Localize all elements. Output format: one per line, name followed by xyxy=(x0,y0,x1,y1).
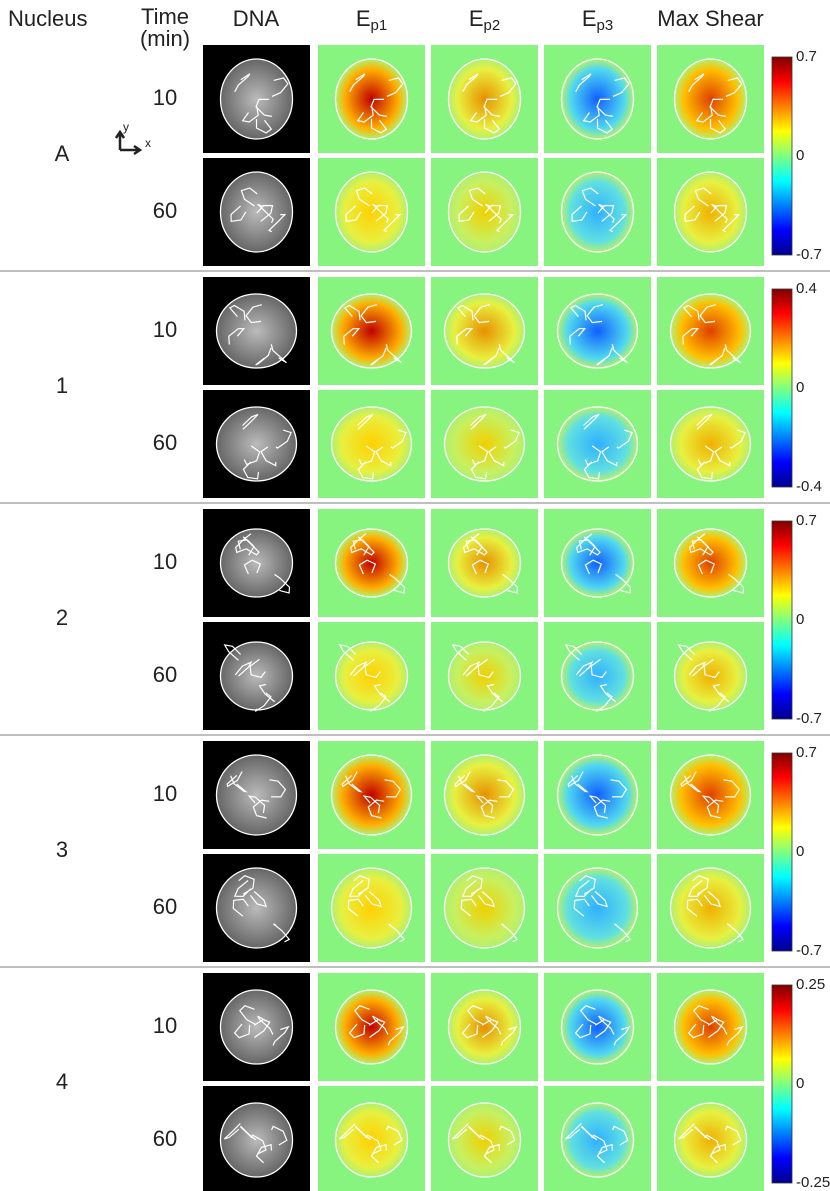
nucleus-label: 3 xyxy=(56,837,68,862)
column-sub: p2 xyxy=(484,17,501,34)
strain-blob xyxy=(332,294,412,368)
dna-nucleus xyxy=(217,294,297,368)
time-label: 60 xyxy=(153,1126,177,1151)
colorbar-tick-label: 0.7 xyxy=(796,48,817,65)
strain-blob xyxy=(336,529,408,597)
header-dna: DNA xyxy=(233,6,280,31)
nucleus-label: 1 xyxy=(56,373,68,398)
strain-blob xyxy=(445,294,525,368)
dna-nucleus xyxy=(217,755,297,835)
colorbar-tick-label: 0.7 xyxy=(796,744,817,761)
colorbar-tick-label: 0 xyxy=(796,611,804,628)
strain-blob xyxy=(671,868,751,948)
strain-blob xyxy=(558,407,638,481)
column-sub: p3 xyxy=(597,17,614,34)
strain-blob xyxy=(562,529,634,597)
time-label: 10 xyxy=(153,317,177,342)
strain-blob xyxy=(336,990,408,1064)
time-label: 60 xyxy=(153,894,177,919)
strain-blob xyxy=(332,755,412,835)
colorbar xyxy=(772,57,792,255)
strain-blob xyxy=(445,755,525,835)
nucleus-label: 4 xyxy=(56,1069,68,1094)
colorbar xyxy=(772,985,792,1183)
colorbar-tick-label: -0.7 xyxy=(796,246,822,263)
strain-blob xyxy=(675,1103,747,1177)
colorbar-tick-label: 0 xyxy=(796,147,804,164)
column-main: E xyxy=(582,6,597,31)
strain-blob xyxy=(671,407,751,481)
colorbar-tick-label: -0.7 xyxy=(796,710,822,727)
time-label: 60 xyxy=(153,198,177,223)
strain-blob xyxy=(332,407,412,481)
header-column: Ep2 xyxy=(469,6,500,34)
strain-blob xyxy=(445,407,525,481)
time-label: 10 xyxy=(153,781,177,806)
axis-y-label: y xyxy=(123,120,129,134)
strain-blob xyxy=(562,1103,634,1177)
strain-blob xyxy=(336,1103,408,1177)
column-main: Max Shear xyxy=(657,6,763,31)
strain-blob xyxy=(558,294,638,368)
strain-blob xyxy=(449,1103,521,1177)
colorbar-tick-label: -0.4 xyxy=(796,478,822,495)
nucleus-label: 2 xyxy=(56,605,68,630)
figure: NucleusTime(min)DNAEp1Ep2Ep3Max ShearA10… xyxy=(0,0,830,1191)
colorbar-tick-label: 0 xyxy=(796,379,804,396)
dna-nucleus xyxy=(221,990,293,1064)
strain-blob xyxy=(562,990,634,1064)
colorbar-tick-label: 0 xyxy=(796,1075,804,1092)
colorbar-tick-label: 0.7 xyxy=(796,512,817,529)
header-time-unit: (min) xyxy=(140,26,190,51)
colorbar-tick-label: 0 xyxy=(796,843,804,860)
strain-blob xyxy=(558,755,638,835)
column-main: E xyxy=(469,6,484,31)
dna-nucleus xyxy=(221,529,293,597)
header-nucleus: Nucleus xyxy=(8,6,87,31)
time-label: 60 xyxy=(153,430,177,455)
strain-blob xyxy=(558,868,638,948)
strain-blob xyxy=(671,755,751,835)
strain-blob xyxy=(332,868,412,948)
column-sub: p1 xyxy=(371,17,388,34)
colorbar-tick-label: 0.4 xyxy=(796,280,817,297)
dna-nucleus xyxy=(217,868,297,948)
strain-blob xyxy=(449,529,521,597)
colorbar-tick-label: 0.25 xyxy=(796,976,825,993)
colorbar-tick-label: -0.7 xyxy=(796,942,822,959)
strain-blob xyxy=(449,172,521,252)
strain-blob xyxy=(675,172,747,252)
strain-blob xyxy=(445,868,525,948)
header-column: Ep3 xyxy=(582,6,613,34)
time-label: 10 xyxy=(153,549,177,574)
strain-blob xyxy=(675,529,747,597)
strain-blob xyxy=(449,990,521,1064)
header-column: Max Shear xyxy=(657,6,763,31)
strain-blob xyxy=(562,172,634,252)
colorbar xyxy=(772,289,792,487)
strain-blob xyxy=(671,294,751,368)
header-column: Ep1 xyxy=(356,6,387,34)
dna-nucleus xyxy=(221,172,293,252)
dna-nucleus xyxy=(217,407,297,481)
colorbar-tick-label: -0.25 xyxy=(796,1174,830,1191)
strain-blob xyxy=(675,990,747,1064)
time-label: 60 xyxy=(153,662,177,687)
time-label: 10 xyxy=(153,1013,177,1038)
column-main: E xyxy=(356,6,371,31)
dna-nucleus xyxy=(221,1103,293,1177)
strain-blob xyxy=(336,172,408,252)
colorbar xyxy=(772,753,792,951)
time-label: 10 xyxy=(153,85,177,110)
axis-x-label: x xyxy=(145,136,151,150)
page: NucleusTime(min)DNAEp1Ep2Ep3Max ShearA10… xyxy=(0,0,830,1191)
colorbar xyxy=(772,521,792,719)
axis-arrow xyxy=(116,132,140,154)
nucleus-label: A xyxy=(55,141,70,166)
